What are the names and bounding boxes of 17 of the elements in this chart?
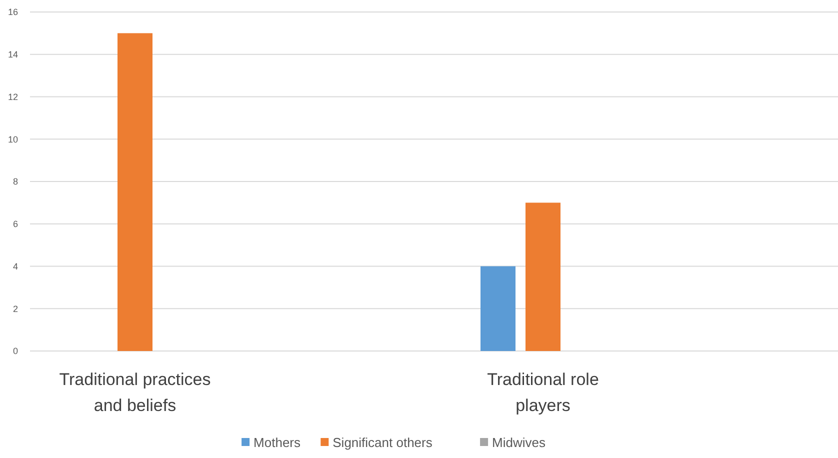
legend-label: Mothers <box>254 435 302 450</box>
legend-label: Midwives <box>492 435 546 450</box>
y-tick-label: 10 <box>8 134 18 144</box>
y-tick-label: 6 <box>12 219 18 230</box>
bar <box>480 266 516 351</box>
x-tick-label: Traditional practices and beliefs <box>59 370 211 415</box>
y-tick-label: 8 <box>12 176 18 187</box>
y-tick-label: 14 <box>8 50 18 60</box>
bar <box>526 202 560 351</box>
y-tick-label: 4 <box>12 261 18 272</box>
legend-label: Significant others <box>332 435 433 450</box>
y-tick-label: 2 <box>12 304 18 314</box>
y-tick-label: 12 <box>8 92 18 102</box>
y-tick-label: 16 <box>8 7 18 18</box>
y-tick-label: 0 <box>12 346 18 356</box>
x-tick-label: Traditional role players <box>487 370 599 415</box>
bar <box>118 33 152 351</box>
